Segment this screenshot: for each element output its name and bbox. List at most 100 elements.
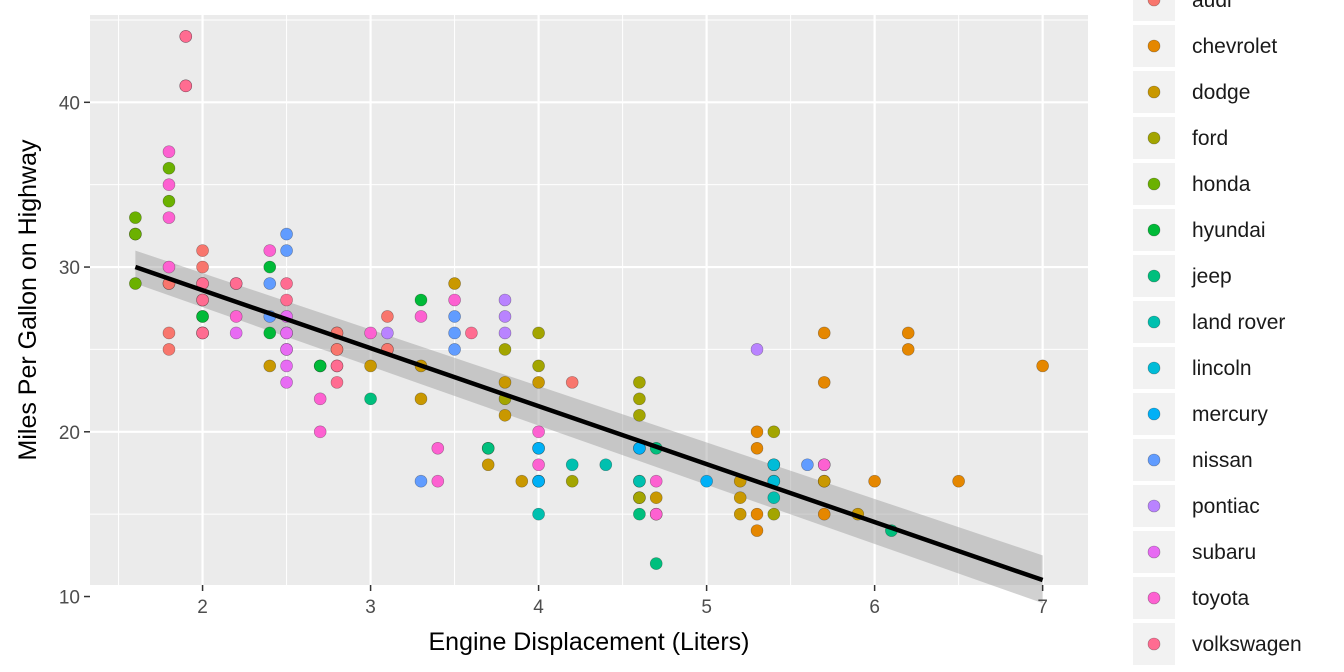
data-point xyxy=(162,326,176,340)
data-point xyxy=(532,507,545,521)
data-point xyxy=(179,79,193,93)
axis-ticks: 2 3 4 5 6 7 10 20 30 40 xyxy=(59,93,1048,618)
legend-key-dot xyxy=(1147,223,1161,237)
data-point xyxy=(532,458,545,472)
series-volkswagen xyxy=(179,30,478,389)
legend-key-dot xyxy=(1147,177,1161,191)
data-point xyxy=(750,441,764,455)
data-point xyxy=(414,474,428,488)
data-point xyxy=(381,326,394,340)
data-point xyxy=(280,326,293,340)
data-point xyxy=(431,441,445,455)
data-point xyxy=(817,326,831,340)
data-point xyxy=(162,178,176,191)
data-point xyxy=(263,244,277,257)
series-subaru xyxy=(229,310,293,389)
data-point xyxy=(179,30,193,43)
legend-label: hyundai xyxy=(1192,219,1266,242)
data-point xyxy=(162,343,176,356)
data-point xyxy=(196,244,209,257)
legend-key-dot xyxy=(1147,591,1161,605)
series-land-rover xyxy=(532,458,781,521)
data-point xyxy=(733,491,747,504)
data-point xyxy=(129,211,142,224)
data-point xyxy=(817,507,831,521)
y-tick-label: 30 xyxy=(59,258,80,279)
x-axis-title: Engine Displacement (Liters) xyxy=(429,628,750,656)
data-point xyxy=(129,227,142,241)
data-point xyxy=(280,244,293,257)
data-point xyxy=(498,326,512,340)
data-point xyxy=(313,359,327,373)
legend-key-dot xyxy=(1147,85,1161,99)
series-dodge xyxy=(263,277,865,521)
x-tick-label: 6 xyxy=(869,597,880,618)
legend-label: audi xyxy=(1192,0,1232,12)
data-point xyxy=(649,491,663,504)
legend-key-dot xyxy=(1147,453,1161,467)
legend-label: ford xyxy=(1192,127,1228,150)
series-pontiac xyxy=(381,293,764,356)
data-point xyxy=(162,145,176,159)
data-point xyxy=(498,343,512,356)
data-point xyxy=(364,359,377,373)
data-point xyxy=(498,376,512,389)
data-point xyxy=(465,326,478,340)
x-tick-label: 3 xyxy=(365,597,376,618)
y-axis-title: Miles Per Gallon on Highway xyxy=(14,139,42,460)
data-point xyxy=(448,310,461,323)
legend-label: honda xyxy=(1192,173,1251,196)
data-point xyxy=(599,458,613,472)
data-point xyxy=(1036,359,1049,373)
legend-label: land rover xyxy=(1192,311,1285,334)
data-point xyxy=(801,458,814,472)
legend-label: nissan xyxy=(1192,449,1253,472)
data-point xyxy=(750,524,764,537)
data-point xyxy=(532,376,545,389)
legend-label: mercury xyxy=(1192,403,1268,426)
data-point xyxy=(414,392,428,406)
data-point xyxy=(750,343,764,356)
legend-label: chevrolet xyxy=(1192,35,1277,58)
data-point xyxy=(448,277,461,290)
data-point xyxy=(280,277,293,290)
data-point xyxy=(229,310,243,323)
data-point xyxy=(767,507,781,521)
x-tick-label: 5 xyxy=(701,597,712,618)
data-point xyxy=(515,474,529,488)
y-tick-label: 10 xyxy=(59,588,80,609)
legend-label: pontiac xyxy=(1192,495,1260,518)
data-point xyxy=(196,260,209,274)
data-point xyxy=(414,310,428,323)
data-point xyxy=(313,392,327,406)
data-point xyxy=(414,293,428,307)
data-point xyxy=(767,425,781,439)
data-point xyxy=(481,441,495,455)
series-mercury xyxy=(532,441,713,488)
data-point xyxy=(750,507,764,521)
data-point xyxy=(196,310,209,323)
data-point xyxy=(330,376,344,389)
legend-key-dot xyxy=(1147,637,1161,651)
data-point xyxy=(649,474,663,488)
data-point xyxy=(196,293,209,307)
data-point xyxy=(431,474,445,488)
data-point xyxy=(280,376,293,389)
data-point xyxy=(868,474,881,488)
y-tick-label: 40 xyxy=(59,93,80,114)
legend-label: lincoln xyxy=(1192,357,1252,380)
data-point xyxy=(649,557,663,570)
x-tick-label: 7 xyxy=(1037,597,1048,618)
data-point xyxy=(901,343,915,356)
data-point xyxy=(532,425,545,439)
data-point xyxy=(330,343,344,356)
y-tick-label: 20 xyxy=(59,423,80,444)
legend: audi chevrolet dodge ford honda hyundai jeep la… xyxy=(1133,0,1302,665)
confidence-band-area xyxy=(135,250,1043,604)
legend-label: toyota xyxy=(1192,587,1250,610)
series-hyundai xyxy=(196,260,428,373)
legend-key-dot xyxy=(1147,545,1161,559)
data-point xyxy=(532,326,545,340)
data-point xyxy=(229,277,243,290)
